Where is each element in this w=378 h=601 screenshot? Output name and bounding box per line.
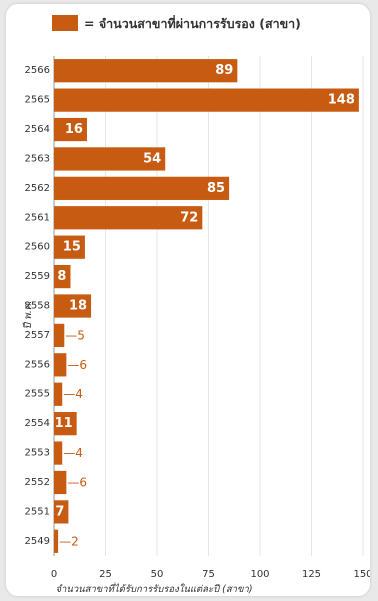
bar bbox=[54, 382, 63, 406]
y-tick-label: 2551 bbox=[25, 506, 50, 517]
x-tick-label: 50 bbox=[151, 569, 164, 580]
y-tick-label: 2557 bbox=[25, 330, 50, 341]
data-label: 8 bbox=[57, 269, 66, 284]
data-label: 72 bbox=[180, 210, 198, 225]
y-tick-label: 2561 bbox=[25, 212, 50, 223]
bar bbox=[54, 147, 166, 171]
x-tick-label: 0 bbox=[51, 569, 57, 580]
y-axis-title: ปี พ.ศ. bbox=[22, 301, 34, 330]
bar bbox=[54, 470, 67, 495]
data-label: —6 bbox=[67, 358, 87, 372]
bar bbox=[54, 441, 63, 465]
x-axis-title: จำนวนสาขาที่ได้รับการรับรองในแต่ละปี (สา… bbox=[55, 582, 252, 595]
x-tick-label: 25 bbox=[99, 569, 112, 580]
data-label: —5 bbox=[65, 328, 85, 342]
bar bbox=[54, 264, 71, 289]
bar bbox=[54, 353, 67, 377]
bar-chart: = จำนวนสาขาที่ผ่านการรับรอง (สาขา) 89 148… bbox=[22, 15, 370, 595]
data-label: 18 bbox=[69, 299, 87, 314]
data-label: 85 bbox=[207, 181, 225, 196]
chart-card: = จำนวนสาขาที่ผ่านการรับรอง (สาขา) 89 148… bbox=[6, 4, 370, 596]
data-label: 11 bbox=[55, 416, 73, 431]
y-tick-label: 2560 bbox=[25, 242, 50, 253]
x-tick-label: 100 bbox=[250, 569, 269, 580]
y-tick-labels: 2566 2565 2564 2563 2562 2561 2560 2559 2558 2557… bbox=[25, 65, 50, 547]
bar bbox=[54, 500, 69, 524]
legend-swatch bbox=[52, 15, 78, 31]
y-tick-label: 2559 bbox=[25, 271, 50, 282]
data-label: 16 bbox=[65, 122, 83, 137]
data-label: 54 bbox=[143, 151, 161, 166]
data-label: 89 bbox=[215, 63, 233, 78]
data-label: 15 bbox=[63, 240, 81, 255]
y-tick-label: 2565 bbox=[25, 95, 50, 106]
bar bbox=[54, 294, 92, 318]
data-label: —2 bbox=[59, 534, 79, 548]
bar bbox=[54, 206, 203, 230]
gridlines bbox=[53, 56, 364, 556]
x-tick-labels: 0 25 50 75 100 125 150 bbox=[51, 569, 370, 580]
y-tick-label: 2554 bbox=[25, 418, 50, 429]
x-tick-label: 125 bbox=[302, 569, 321, 580]
y-tick-label: 2562 bbox=[25, 183, 50, 194]
y-tick-label: 2555 bbox=[25, 389, 50, 400]
y-tick-label: 2563 bbox=[25, 153, 50, 164]
data-label: —4 bbox=[63, 446, 83, 460]
bar bbox=[54, 59, 238, 83]
y-tick-label: 2558 bbox=[25, 301, 50, 312]
bar bbox=[54, 323, 65, 348]
bar bbox=[54, 412, 77, 436]
y-tick-label: 2549 bbox=[25, 536, 50, 547]
y-tick-label: 2556 bbox=[25, 359, 50, 370]
y-tick-label: 2564 bbox=[25, 124, 50, 135]
bar bbox=[54, 117, 87, 142]
legend: = จำนวนสาขาที่ผ่านการรับรอง (สาขา) bbox=[52, 15, 301, 31]
data-label: —6 bbox=[67, 475, 87, 489]
x-tick-label: 150 bbox=[353, 569, 370, 580]
bar bbox=[54, 88, 359, 112]
bar bbox=[54, 529, 59, 553]
bar bbox=[54, 176, 230, 200]
bars: 89 148 16 54 85 72 15 818 —5 —6 —4 11 —4 —6 7 —2 bbox=[54, 59, 359, 553]
data-label: 148 bbox=[328, 93, 355, 108]
bar bbox=[54, 235, 85, 259]
data-label: 7 bbox=[55, 504, 64, 519]
legend-label: = จำนวนสาขาที่ผ่านการรับรอง (สาขา) bbox=[84, 15, 301, 31]
data-label: —4 bbox=[63, 387, 83, 401]
y-tick-label: 2552 bbox=[25, 477, 50, 488]
y-tick-label: 2566 bbox=[25, 65, 50, 76]
x-tick-label: 75 bbox=[202, 569, 215, 580]
y-tick-label: 2553 bbox=[25, 448, 50, 459]
